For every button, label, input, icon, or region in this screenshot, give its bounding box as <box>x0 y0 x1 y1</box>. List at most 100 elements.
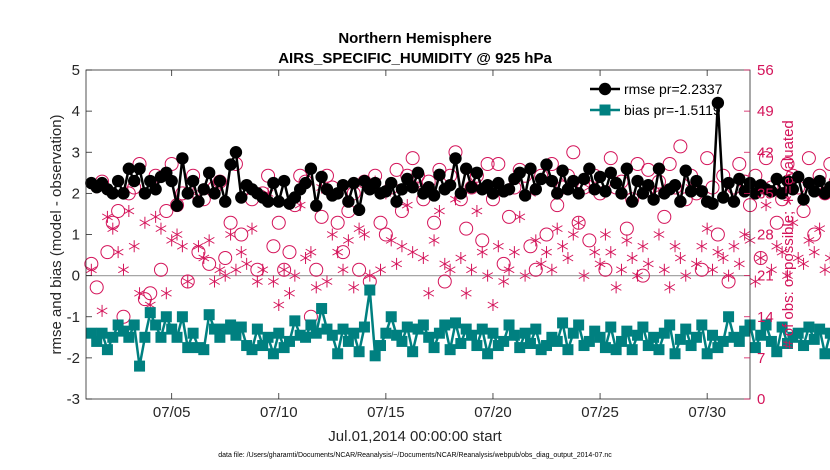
evaluated-obs-point <box>118 263 129 276</box>
y-left-tick-label: 2 <box>72 185 80 202</box>
possible-obs-point <box>603 151 618 166</box>
evaluated-obs-point <box>107 222 119 235</box>
evaluated-obs-point <box>198 252 210 264</box>
evaluated-obs-point <box>680 269 692 282</box>
evaluated-obs-point <box>514 210 526 223</box>
bias-point <box>781 337 793 349</box>
evaluated-obs-point <box>423 287 435 300</box>
bias-point <box>819 348 830 360</box>
evaluated-obs-point <box>433 205 445 217</box>
bias-point <box>642 340 654 352</box>
bias-point <box>251 323 263 335</box>
possible-obs-point <box>710 227 725 242</box>
bias-point <box>209 323 221 335</box>
rmse-point <box>588 183 601 196</box>
bias-point <box>417 319 429 331</box>
evaluated-obs-point <box>696 240 708 253</box>
bias-point <box>717 335 729 347</box>
evaluated-obs-point <box>230 263 242 276</box>
possible-obs-point <box>153 262 168 277</box>
bias-point <box>723 311 735 323</box>
evaluated-obs-point <box>605 246 617 259</box>
evaluated-obs-point <box>364 269 376 282</box>
evaluated-obs-point <box>251 275 263 288</box>
evaluated-obs-point <box>428 234 440 247</box>
legend: rmse pr=2.2337 bias pr=-1.5119 <box>590 81 723 118</box>
evaluated-obs-point <box>573 216 585 229</box>
rmse-point <box>138 187 152 200</box>
possible-obs-point <box>630 157 645 171</box>
bias-point <box>391 329 403 341</box>
rmse-point <box>433 168 446 182</box>
possible-obs-point <box>566 145 581 160</box>
evaluated-obs-point <box>337 263 349 276</box>
y-axis-label-left: rmse and bias (model - observation) <box>48 114 65 354</box>
rmse-point <box>411 166 425 180</box>
evaluated-obs-point <box>155 222 167 235</box>
rmse-point <box>272 195 285 208</box>
possible-obs-point <box>769 215 784 230</box>
bias-point <box>589 325 601 337</box>
rmse-point <box>722 176 735 190</box>
rmse-point <box>149 183 162 196</box>
possible-obs-point <box>266 239 281 254</box>
evaluated-obs-point <box>439 257 451 270</box>
evaluated-obs-point <box>476 246 488 259</box>
possible-obs-point <box>823 157 830 171</box>
y-right-tick-label: 14 <box>757 309 774 326</box>
evaluated-obs-point <box>460 287 472 300</box>
possible-obs-point <box>330 215 345 230</box>
possible-obs-point <box>111 204 126 218</box>
bias-point <box>428 342 440 354</box>
rmse-point <box>765 185 778 198</box>
bias-point <box>267 348 279 360</box>
evaluated-obs-point <box>487 299 499 311</box>
rmse-point <box>502 183 516 196</box>
bias-point <box>407 346 419 358</box>
bias-point <box>621 325 633 337</box>
rmse-point <box>513 166 526 180</box>
y-right-tick-label: 28 <box>757 227 774 244</box>
bias-point <box>792 327 804 339</box>
possible-obs-point <box>780 157 795 171</box>
evaluated-obs-point <box>546 263 558 276</box>
bias-point <box>91 335 103 347</box>
evaluated-obs-point <box>712 246 724 259</box>
possible-obs-point <box>502 209 517 224</box>
bias-point <box>460 323 472 335</box>
bias-point <box>262 331 274 343</box>
evaluated-obs-point <box>589 246 601 259</box>
bias-point <box>326 329 338 341</box>
evaluated-obs-point <box>567 228 579 241</box>
evaluated-obs-point <box>214 263 226 276</box>
rmse-point <box>486 187 500 200</box>
rmse-point <box>668 178 682 192</box>
evaluated-obs-point <box>407 246 419 259</box>
rmse-point <box>540 158 553 171</box>
bias-point <box>155 331 167 343</box>
bias-point <box>123 331 135 343</box>
possible-obs-point <box>218 251 233 265</box>
y-right-tick-label: 21 <box>757 268 774 285</box>
evaluated-obs-point <box>551 222 563 235</box>
bias-point <box>739 325 751 337</box>
bias-point <box>214 331 226 343</box>
evaluated-obs-point <box>209 275 220 288</box>
possible-obs-point <box>807 227 822 242</box>
evaluated-obs-point <box>267 275 279 288</box>
rmse-point <box>117 187 130 200</box>
y-axis-label-right: # of obs: o=possible; ∗=evaluated <box>780 120 797 349</box>
rmse-point <box>583 162 596 175</box>
evaluated-obs-point <box>300 252 311 264</box>
bias-point <box>380 327 392 339</box>
rmse-point <box>518 189 532 202</box>
bias-point <box>508 329 520 341</box>
rmse-point <box>813 174 826 188</box>
bias-point <box>733 335 745 347</box>
rmse-point <box>304 162 318 175</box>
evaluated-obs-point <box>348 281 360 294</box>
rmse-point <box>642 178 655 192</box>
rmse-point <box>336 178 350 192</box>
evaluated-obs-point <box>342 234 354 247</box>
bias-point <box>358 321 370 333</box>
